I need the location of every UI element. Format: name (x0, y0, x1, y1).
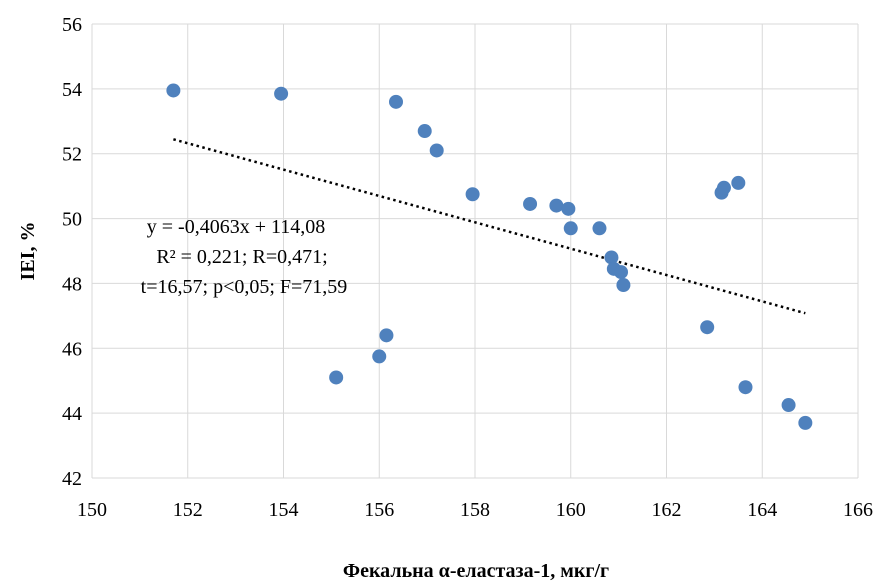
y-tick-label: 52 (62, 144, 82, 166)
x-tick-label: 164 (747, 499, 777, 521)
x-tick-label: 162 (652, 499, 682, 521)
y-tick-label: 44 (62, 403, 82, 425)
x-tick-label: 160 (556, 499, 586, 521)
data-point (465, 187, 480, 202)
y-axis-ticks: 42 44 46 48 50 52 54 56 (62, 14, 82, 490)
y-tick-label: 48 (62, 273, 82, 295)
regression-stats-r: R² = 0,221; R=0,471; (156, 246, 327, 268)
x-tick-label: 152 (173, 499, 203, 521)
y-tick-label: 54 (62, 79, 82, 101)
x-tick-label: 158 (460, 499, 490, 521)
data-point (561, 201, 576, 216)
data-point (614, 265, 629, 280)
trendline-group (173, 138, 806, 315)
data-point (274, 86, 289, 101)
data-point (731, 175, 746, 190)
x-tick-label: 156 (364, 499, 394, 521)
y-tick-label: 56 (62, 14, 82, 36)
data-point (379, 328, 394, 343)
y-tick-label: 50 (62, 209, 82, 231)
data-point (592, 221, 607, 236)
data-point (563, 221, 578, 236)
y-axis-title: IEI, % (17, 222, 39, 281)
x-tick-label: 166 (843, 499, 873, 521)
y-tick-label: 42 (62, 468, 82, 490)
trendline (173, 138, 806, 315)
data-point (616, 278, 631, 293)
x-axis-title: Фекальна α-еластаза-1, мкг/г (343, 560, 609, 582)
data-point (166, 83, 181, 98)
data-point (523, 196, 538, 211)
data-point (329, 370, 344, 385)
data-point (389, 94, 404, 109)
data-point (372, 349, 387, 364)
regression-equation: y = -0,4063x + 114,08 (147, 216, 325, 238)
x-tick-label: 154 (269, 499, 299, 521)
y-tick-label: 46 (62, 338, 82, 360)
data-point (781, 398, 796, 413)
data-point (738, 380, 753, 395)
data-point (549, 198, 564, 213)
x-tick-label: 150 (77, 499, 107, 521)
data-point (716, 180, 731, 195)
data-point (798, 415, 813, 430)
x-axis-ticks: 150 152 154 156 158 160 162 164 166 (77, 499, 873, 521)
data-point (700, 320, 715, 335)
data-point (429, 143, 444, 158)
gridlines (91, 23, 859, 479)
data-points (166, 83, 813, 430)
data-point (417, 124, 432, 139)
regression-stats-t: t=16,57; p<0,05; F=71,59 (141, 276, 348, 298)
data-point (604, 250, 619, 265)
